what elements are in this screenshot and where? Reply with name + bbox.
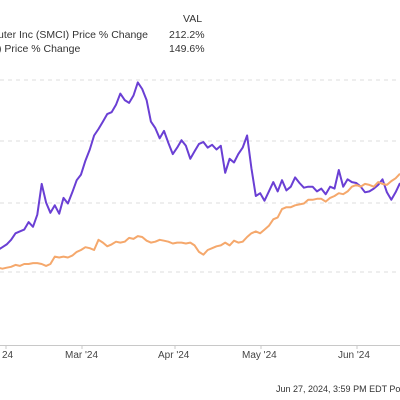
- tick-label-jun: Jun '24: [338, 350, 370, 361]
- legend-label-smci: uter Inc (SMCI) Price % Change: [0, 29, 148, 41]
- tick-label-mar: Mar '24: [65, 350, 98, 361]
- legend-value-second: 149.6%: [169, 43, 205, 55]
- x-tick-labels: 24 Mar '24 Apr '24 May '24 Jun '24: [2, 350, 370, 361]
- legend-header: VAL: [183, 13, 202, 25]
- tick-label-feb: 24: [2, 350, 14, 361]
- tick-label-apr: Apr '24: [158, 350, 190, 361]
- legend: VAL uter Inc (SMCI) Price % Change 212.2…: [0, 13, 205, 55]
- tick-label-may: May '24: [242, 350, 277, 361]
- legend-label-second: ) Price % Change: [0, 43, 80, 55]
- series-line-smci: [0, 81, 400, 250]
- series-layer: [0, 81, 400, 270]
- series-line-second: [0, 173, 400, 270]
- footer-timestamp: Jun 27, 2024, 3:59 PM EDT Powe: [276, 384, 400, 394]
- legend-value-smci: 212.2%: [169, 29, 205, 41]
- x-ticks: [5, 345, 358, 349]
